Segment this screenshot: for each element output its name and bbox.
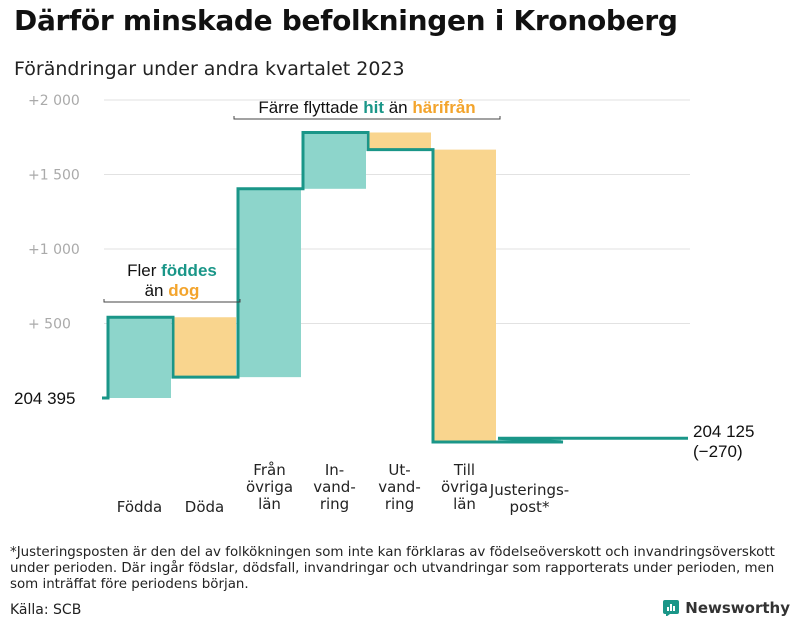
newsworthy-logo-icon [663,600,680,616]
category-label: övriga [441,478,488,496]
y-tick-label: +1 000 [28,242,80,258]
category-label: Döda [185,498,224,516]
source-note: Källa: SCB [10,602,82,618]
annotation-segment: Färre flyttade [258,98,363,117]
category-label: Från [253,461,285,479]
waterfall-chart: +2 000 +1 500 +1 000 + 500 204 395 204 125(−2… [14,93,754,516]
category-label: övriga [246,478,293,496]
category-label: ring [320,495,349,513]
waterfall-bar-5 [368,132,431,150]
brand-logo: Newsworthy [663,599,790,617]
category-label: Justerings- [489,481,569,499]
chart-title: Därför minskade befolkningen i Kronoberg [14,4,678,37]
chart-subtitle: Förändringar under andra kvartalet 2023 [14,58,405,80]
annotation-segment: föddes [161,261,217,280]
waterfall-bar-1 [108,317,171,398]
end-change-label: (−270) [693,442,743,461]
category-label: vand- [378,478,421,496]
annotation-bracket [233,116,501,120]
category-label: Ut- [388,461,410,479]
category-label: In- [325,461,344,479]
annotation-segment: än [145,281,169,300]
population-step-line [102,130,688,444]
brand-name: Newsworthy [685,599,790,617]
waterfall-bar-4 [303,132,366,189]
end-value-label: 204 125 [693,422,754,441]
category-label: län [453,495,476,513]
footnote: *Justeringsposten är den del av folkökni… [10,545,775,592]
annotation-segment: än [384,98,412,117]
annotation-label: än dog [145,281,200,300]
annotation-segment: Fler [127,261,161,280]
category-label: ring [385,495,414,513]
annotation-label: Fler föddes [127,261,217,280]
category-label: län [258,495,281,513]
category-label: Födda [117,498,163,516]
waterfall-bar-6 [433,149,496,442]
annotation-bracket [103,299,241,303]
annotation-segment: härifrån [412,98,475,117]
waterfall-bar-3 [238,188,301,378]
y-tick-label: + 500 [28,317,71,333]
annotation-label: Färre flyttade hit än härifrån [258,98,475,117]
annotation-segment: dog [168,281,199,300]
y-tick-label: +1 500 [28,168,80,184]
waterfall-bar-2 [173,317,236,378]
start-value-label: 204 395 [14,389,75,408]
y-tick-label: +2 000 [28,93,80,109]
category-label: Till [453,461,475,479]
category-label: vand- [313,478,356,496]
annotation-segment: hit [363,98,384,117]
category-label: post* [510,498,550,516]
